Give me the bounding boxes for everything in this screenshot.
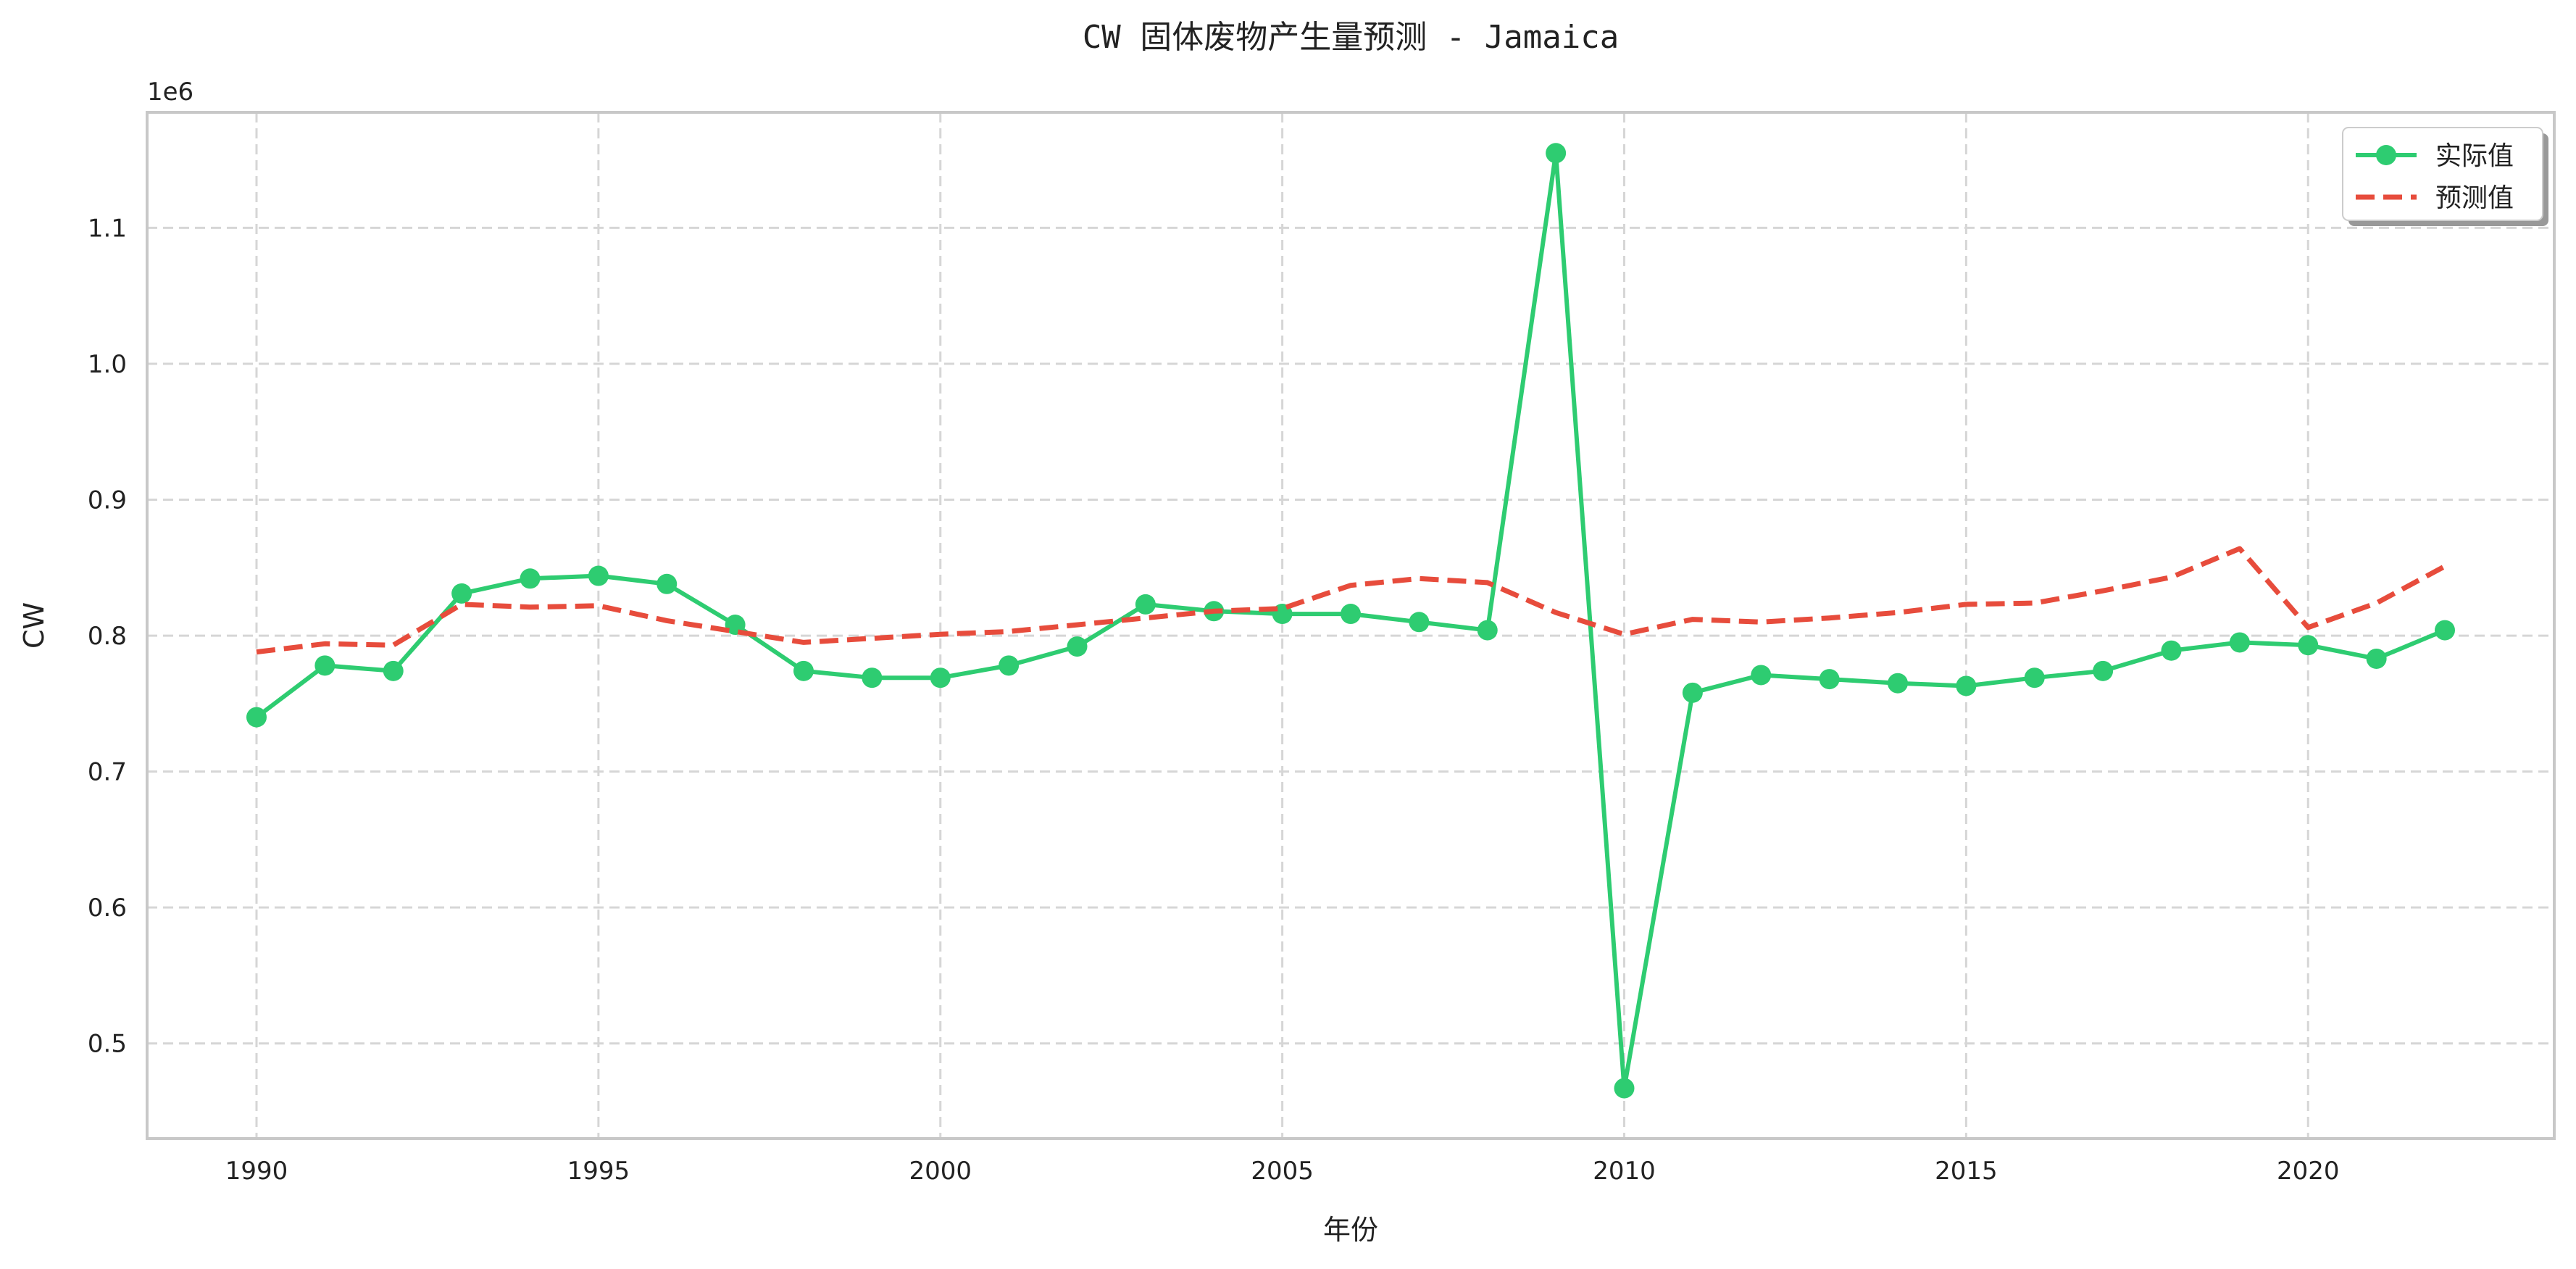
y-tick-label: 0.5	[88, 1030, 127, 1059]
y-tick-label: 1.1	[88, 214, 127, 243]
tick-layer: 1990 1995 2000 2005 2010 2015 2020 0.5 0.6 0.7 0.8…	[88, 214, 2340, 1186]
data-point	[793, 660, 814, 681]
data-point	[2366, 648, 2387, 669]
data-point	[1682, 682, 1703, 703]
data-point	[1956, 675, 1977, 696]
x-tick-label: 2015	[1935, 1157, 1998, 1186]
series-line	[256, 546, 2446, 655]
y-tick-label: 0.7	[88, 758, 127, 787]
legend-item: 实际值	[2356, 141, 2514, 171]
y-axis-label: CW	[18, 602, 50, 649]
x-tick-label: 2005	[1251, 1157, 1314, 1186]
grid-layer	[147, 112, 2554, 1139]
data-point	[2229, 632, 2250, 653]
data-point	[1477, 620, 1498, 641]
data-point	[1751, 665, 1772, 686]
x-tick-label: 2000	[909, 1157, 972, 1186]
y-tick-label: 0.9	[88, 486, 127, 515]
data-point	[2093, 660, 2114, 681]
chart-title: CW 固体废物产生量预测 - Jamaica	[1083, 19, 1619, 56]
data-point	[451, 583, 472, 604]
data-point	[1888, 673, 1908, 694]
series-1	[246, 143, 2455, 1099]
data-point	[1341, 604, 1361, 625]
series-2	[256, 546, 2446, 655]
legend-label: 预测值	[2435, 183, 2514, 213]
data-point	[656, 573, 678, 594]
x-axis-label: 年份	[1323, 1214, 1378, 1246]
legend-marker	[2376, 145, 2396, 165]
data-point	[2024, 667, 2045, 688]
x-tick-label: 1995	[567, 1157, 630, 1186]
x-tick-label: 2010	[1593, 1157, 1656, 1186]
data-point	[1614, 1078, 1635, 1099]
data-point	[1546, 143, 1567, 164]
legend-item: 预测值	[2356, 183, 2514, 213]
y-tick-label: 0.8	[88, 622, 127, 651]
data-point	[1067, 636, 1088, 657]
data-point	[2298, 635, 2319, 656]
plot-frame	[146, 111, 2556, 1140]
data-point	[520, 568, 541, 589]
series-layer	[246, 143, 2455, 1099]
data-point	[999, 655, 1020, 676]
y-offset-label: 1e6	[147, 78, 193, 107]
data-point	[2161, 640, 2182, 661]
data-point	[1135, 594, 1156, 615]
x-tick-label: 2020	[2277, 1157, 2340, 1186]
data-point	[383, 660, 404, 681]
data-point	[314, 655, 335, 676]
x-tick-label: 1990	[225, 1157, 288, 1186]
legend-label: 实际值	[2435, 141, 2514, 171]
data-point	[862, 667, 883, 688]
data-point	[930, 667, 951, 688]
data-point	[1409, 612, 1430, 633]
data-point	[588, 565, 609, 586]
data-point	[2435, 620, 2455, 641]
y-tick-label: 1.0	[88, 350, 127, 379]
data-point	[246, 707, 267, 728]
y-tick-label: 0.6	[88, 894, 127, 923]
data-point	[1819, 669, 1840, 690]
